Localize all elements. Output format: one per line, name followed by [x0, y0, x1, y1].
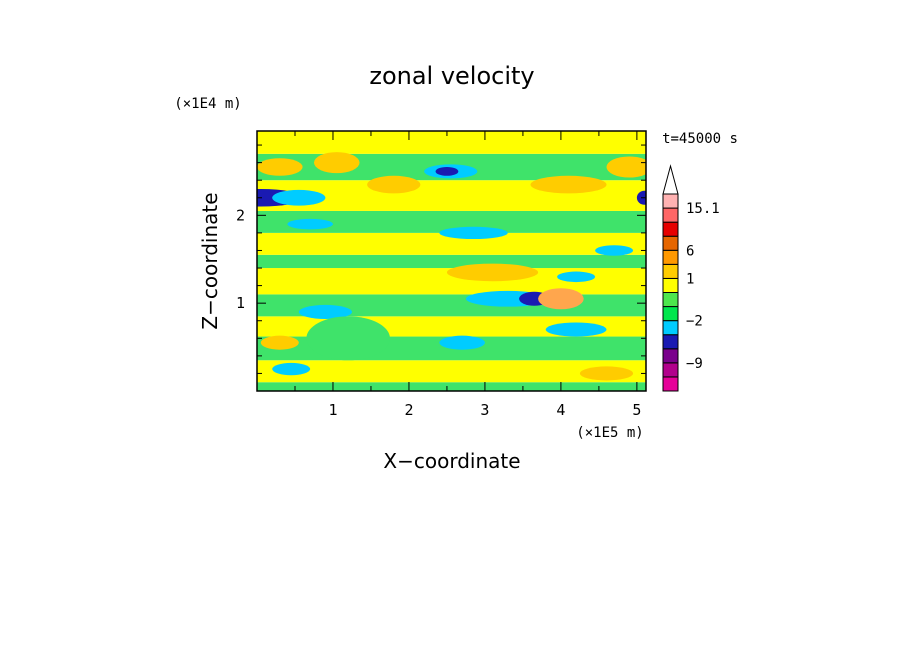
colorbar-swatch-12 [662, 207, 679, 223]
field-patch-12 [439, 335, 485, 350]
field-patch-4 [435, 167, 459, 176]
field-band-1 [257, 360, 646, 383]
colorbar-swatch-10 [662, 235, 679, 251]
x-tick-label: 5 [632, 401, 641, 419]
colorbar-swatch-8 [662, 263, 679, 279]
field-band-7 [257, 232, 646, 255]
field-patch-14 [298, 304, 352, 319]
field-band-0 [257, 382, 646, 391]
colorbar-swatch-4 [662, 320, 679, 336]
field-patch-15 [306, 316, 390, 361]
colorbar-swatch-3 [662, 334, 679, 350]
field-band-6 [257, 254, 646, 269]
colorbar-swatch-0 [662, 376, 679, 392]
x-axis-unit: (×1E5 m) [576, 425, 643, 441]
field-patch-20 [606, 156, 646, 178]
field-patch-19 [530, 175, 607, 194]
y-tick-label: 1 [236, 294, 245, 312]
colorbar-swatch-11 [662, 221, 679, 237]
field-patch-17 [257, 158, 303, 176]
colorbar-tick-label: −9 [686, 356, 703, 372]
colorbar-tick-label: −2 [686, 314, 703, 330]
field-patch-23 [579, 366, 634, 381]
colorbar-swatch-2 [662, 348, 679, 364]
time-label: t=45000 s [662, 131, 738, 147]
plot-frame [256, 130, 647, 392]
contour-field [257, 131, 646, 391]
field-patch-11 [545, 322, 607, 337]
y-axis-label: Z−coordinate [198, 192, 222, 329]
x-tick-label: 3 [480, 401, 489, 419]
colorbar: 15.1 6 1 −2 −9 [662, 164, 720, 392]
field-patch-16 [313, 152, 360, 174]
field-band-11 [257, 131, 646, 154]
field-patch-24 [260, 335, 299, 350]
field-patch-7 [439, 226, 508, 240]
field-patch-21 [446, 263, 539, 282]
colorbar-swatch-6 [662, 292, 679, 308]
field-patch-9 [557, 271, 596, 283]
field-patch-18 [367, 175, 421, 194]
field-patch-1 [272, 189, 326, 206]
chart-title: zonal velocity [369, 62, 534, 90]
colorbar-swatch-7 [662, 277, 679, 293]
x-axis-label: X−coordinate [383, 449, 520, 473]
y-axis-unit: (×1E4 m) [174, 96, 241, 112]
field-patch-10 [595, 245, 634, 256]
colorbar-swatch-1 [662, 362, 679, 378]
field-patch-13 [272, 362, 311, 376]
field-patch-22 [538, 288, 584, 310]
x-tick-label: 4 [556, 401, 565, 419]
colorbar-tick-label: 15.1 [686, 201, 720, 217]
colorbar-swatch-13 [662, 193, 679, 209]
y-tick-label: 2 [236, 206, 245, 224]
plot-axes: 1 2 3 4 5 1 2 [236, 130, 647, 419]
colorbar-swatch-9 [662, 249, 679, 265]
x-tick-label: 1 [328, 401, 337, 419]
field-patch-8 [287, 218, 333, 230]
x-tick-label: 2 [404, 401, 413, 419]
colorbar-swatch-5 [662, 306, 679, 322]
colorbar-tick-label: 1 [686, 271, 694, 287]
field-band-8 [257, 210, 646, 233]
colorbar-top-arrow [662, 164, 679, 195]
colorbar-tick-label: 6 [686, 243, 694, 259]
